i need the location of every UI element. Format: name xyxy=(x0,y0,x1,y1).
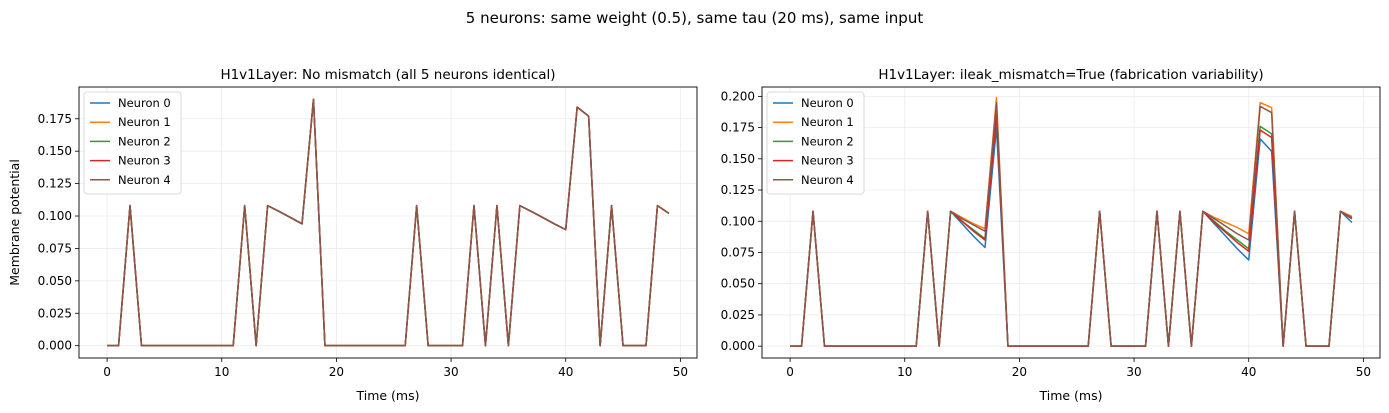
y-tick-label: 0.000 xyxy=(38,339,72,353)
x-tick-label: 30 xyxy=(443,365,458,379)
legend-box xyxy=(766,91,865,195)
figure-suptitle: 5 neurons: same weight (0.5), same tau (… xyxy=(466,9,924,27)
y-tick-label: 0.075 xyxy=(721,245,755,259)
y-tick-label: 0.200 xyxy=(721,89,755,103)
legend-label: Neuron 2 xyxy=(118,134,171,148)
chart-right: 0 10 20 30 40 50 0.000 0.025 0.050 0.075 0.100 0.12… xyxy=(721,67,1381,403)
x-tick-label: 30 xyxy=(1126,365,1141,379)
x-tick-label: 40 xyxy=(1241,365,1256,379)
y-tick-label: 0.150 xyxy=(721,152,755,166)
series-line-neuron-4 xyxy=(107,98,670,347)
y-tick-label: 0.125 xyxy=(721,183,755,197)
y-tick-label: 0.100 xyxy=(38,209,72,223)
x-axis-label: Time (ms) xyxy=(1038,388,1102,403)
y-tick-label: 0.025 xyxy=(38,306,72,320)
y-tick-label: 0.050 xyxy=(721,277,755,291)
series-line-neuron-4 xyxy=(790,101,1353,347)
chart-title: H1v1Layer: No mismatch (all 5 neurons id… xyxy=(220,67,555,83)
x-tick-label: 20 xyxy=(1012,365,1027,379)
chart-title: H1v1Layer: ileak_mismatch=True (fabricat… xyxy=(878,67,1263,83)
y-tick-label: 0.000 xyxy=(721,339,755,353)
legend-box xyxy=(83,91,182,195)
legend: Neuron 0 Neuron 1 Neuron 2 Neuron 3 Neuron 4 xyxy=(83,91,182,195)
plot-frame xyxy=(761,86,1381,359)
x-tick-label: 10 xyxy=(897,365,912,379)
legend-label: Neuron 0 xyxy=(118,96,171,110)
legend-label: Neuron 1 xyxy=(801,115,854,129)
x-tick-label: 20 xyxy=(329,365,344,379)
y-tick-label: 0.175 xyxy=(38,112,72,126)
chart-left: 0 10 20 30 40 50 0.000 0.025 0.050 0.075 0.100 0.12… xyxy=(7,67,698,403)
legend-label: Neuron 3 xyxy=(801,154,854,168)
legend-label: Neuron 1 xyxy=(118,115,171,129)
legend-label: Neuron 3 xyxy=(118,154,171,168)
legend-label: Neuron 4 xyxy=(801,173,854,187)
y-tick-label: 0.150 xyxy=(38,144,72,158)
x-tick-label: 0 xyxy=(103,365,111,379)
x-tick-label: 10 xyxy=(214,365,229,379)
x-axis-label: Time (ms) xyxy=(355,388,419,403)
x-tick-label: 50 xyxy=(1356,365,1371,379)
legend-label: Neuron 0 xyxy=(801,96,854,110)
y-tick-label: 0.050 xyxy=(38,274,72,288)
x-tick-label: 40 xyxy=(558,365,573,379)
legend: Neuron 0 Neuron 1 Neuron 2 Neuron 3 Neuron 4 xyxy=(766,91,865,195)
y-tick-label: 0.175 xyxy=(721,121,755,135)
x-tick-label: 0 xyxy=(786,365,794,379)
y-tick-label: 0.100 xyxy=(721,214,755,228)
y-tick-label: 0.125 xyxy=(38,177,72,191)
y-tick-label: 0.025 xyxy=(721,308,755,322)
y-axis-label: Membrane potential xyxy=(7,159,22,286)
x-tick-label: 50 xyxy=(673,365,688,379)
legend-label: Neuron 4 xyxy=(118,173,171,187)
plot-frame xyxy=(78,86,698,359)
y-tick-label: 0.075 xyxy=(38,241,72,255)
legend-label: Neuron 2 xyxy=(801,134,854,148)
